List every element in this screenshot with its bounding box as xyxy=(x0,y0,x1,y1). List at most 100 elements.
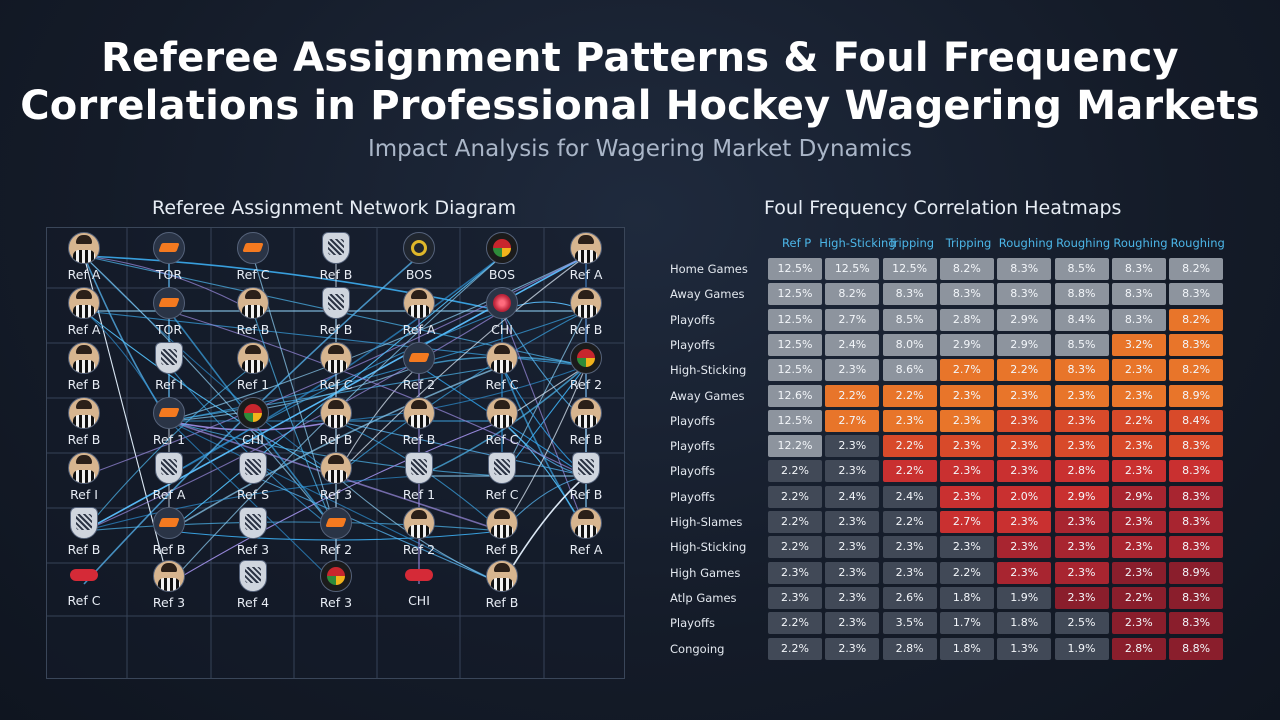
network-node[interactable]: TOR xyxy=(134,232,204,288)
heatmap-row-label: High-Slames xyxy=(670,515,743,529)
network-node[interactable]: CHI xyxy=(384,560,454,616)
network-node[interactable]: Ref C xyxy=(218,232,288,288)
heatmap-cell: 2.3% xyxy=(1111,536,1166,559)
network-node[interactable]: Ref B xyxy=(134,507,204,563)
heatmap-cell: 2.2% xyxy=(825,384,880,407)
referee-icon xyxy=(570,287,602,319)
network-node[interactable]: CHI xyxy=(467,287,537,343)
network-node[interactable]: BOS xyxy=(467,232,537,288)
heatmap-cell: 2.9% xyxy=(939,333,994,356)
heatmap-cell: 8.2% xyxy=(939,258,994,280)
network-node[interactable]: Ref B xyxy=(49,397,119,453)
network-node[interactable]: Ref A xyxy=(134,452,204,508)
network-node[interactable]: Ref B xyxy=(301,287,371,343)
network-node[interactable]: Ref I xyxy=(134,342,204,398)
heatmap-column-header: Tripping xyxy=(945,236,992,250)
heatmap-cell: 8.3% xyxy=(1054,359,1109,382)
heatmap-cell: 8.2% xyxy=(825,283,880,306)
network-node[interactable]: Ref 3 xyxy=(301,452,371,508)
network-node-label: Ref B xyxy=(319,432,353,447)
heatmap-cell: 2.9% xyxy=(997,308,1052,331)
network-node[interactable]: Ref 4 xyxy=(218,560,288,616)
network-node[interactable]: Ref A xyxy=(384,287,454,343)
network-node[interactable]: Ref B xyxy=(301,232,371,288)
network-edge xyxy=(335,255,587,477)
referee-icon xyxy=(486,342,518,374)
network-node-label: Ref B xyxy=(569,432,603,447)
network-node[interactable]: Ref 3 xyxy=(301,560,371,616)
heatmap-cell: 8.2% xyxy=(1169,308,1224,331)
heatmap-cell: 2.7% xyxy=(939,511,994,533)
network-edge xyxy=(335,365,587,422)
network-node-label: Ref B xyxy=(402,432,436,447)
blackhawks-logo-icon xyxy=(320,560,352,592)
network-node[interactable]: Ref 1 xyxy=(384,452,454,508)
network-node[interactable]: Ref B xyxy=(301,397,371,453)
heatmap-cell: 2.3% xyxy=(997,384,1052,407)
heatmap-row-label: Playoffs xyxy=(670,616,715,631)
referee-icon xyxy=(68,452,100,484)
network-node[interactable]: Ref C xyxy=(467,452,537,508)
heatmap-cell: 8.3% xyxy=(1169,333,1224,356)
network-node[interactable]: Ref C xyxy=(467,342,537,398)
heatmap-cell: 8.3% xyxy=(882,283,937,306)
network-node[interactable]: Ref A xyxy=(551,507,621,563)
network-node[interactable]: Ref 3 xyxy=(218,507,288,563)
heatmap-cell: 2.3% xyxy=(997,460,1052,483)
heatmap-cell: 8.3% xyxy=(1169,612,1224,635)
network-node-label: Ref C xyxy=(319,377,353,392)
heatmap-cell: 8.5% xyxy=(1054,258,1109,280)
network-node-label: Ref B xyxy=(67,377,101,392)
network-node[interactable]: Ref B xyxy=(467,560,537,616)
network-node[interactable]: Ref C xyxy=(301,342,371,398)
network-edge xyxy=(168,420,337,585)
network-node[interactable]: Ref S xyxy=(218,452,288,508)
flyers-logo-icon xyxy=(237,232,269,264)
referee-network-diagram: Ref A TOR Ref C Ref B BOS BOS Ref A Ref A TOR Ref… xyxy=(46,227,625,679)
network-node[interactable]: Ref B xyxy=(467,507,537,563)
network-node[interactable]: Ref 1 xyxy=(134,397,204,453)
network-node-label: Ref B xyxy=(319,322,353,337)
heatmap-row-label: Away Games xyxy=(670,388,745,403)
heatmap-cell: 2.3% xyxy=(1054,536,1109,559)
network-node[interactable]: Ref B xyxy=(551,287,621,343)
nhl-shield-icon xyxy=(322,232,350,264)
nhl-shield-icon xyxy=(405,452,433,484)
heatmap-cell: 2.3% xyxy=(825,536,880,559)
heatmap-cell: 12.5% xyxy=(768,258,822,280)
network-node[interactable]: Ref B xyxy=(49,507,119,563)
network-node[interactable]: Ref B xyxy=(384,397,454,453)
heatmap-cell: 8.3% xyxy=(1169,511,1224,533)
network-node[interactable]: TOR xyxy=(134,287,204,343)
heatmap-cell: 8.9% xyxy=(1169,384,1224,407)
network-node[interactable]: Ref 3 xyxy=(134,560,204,616)
heatmap-cell: 8.3% xyxy=(1169,435,1224,458)
network-node-label: Ref I xyxy=(155,377,183,392)
network-node-label: Ref 2 xyxy=(402,542,436,557)
network-node[interactable]: Ref C xyxy=(49,560,119,616)
heatmap-cell: 1.9% xyxy=(1054,637,1109,660)
network-node[interactable]: Ref A xyxy=(49,287,119,343)
heatmap-cell: 2.3% xyxy=(997,561,1052,584)
network-node[interactable]: Ref B xyxy=(49,342,119,398)
network-node[interactable]: Ref 2 xyxy=(551,342,621,398)
heatmap-cell: 8.2% xyxy=(1169,258,1224,280)
network-node[interactable]: Ref B xyxy=(551,452,621,508)
network-node[interactable]: Ref 2 xyxy=(384,342,454,398)
network-node[interactable]: BOS xyxy=(384,232,454,288)
network-node[interactable]: Ref 1 xyxy=(218,342,288,398)
network-node[interactable]: CHI xyxy=(218,397,288,453)
network-node[interactable]: Ref A xyxy=(551,232,621,288)
network-node[interactable]: Ref C xyxy=(467,397,537,453)
heatmap-column-header: High-Sticking xyxy=(819,236,896,250)
referee-icon xyxy=(68,232,100,264)
network-node[interactable]: Ref A xyxy=(49,232,119,288)
network-node[interactable]: Ref 2 xyxy=(384,507,454,563)
network-node[interactable]: Ref B xyxy=(218,287,288,343)
network-node[interactable]: Ref I xyxy=(49,452,119,508)
heatmap-row-label: Playoffs xyxy=(670,413,715,428)
network-node[interactable]: Ref B xyxy=(551,397,621,453)
network-node[interactable]: Ref 2 xyxy=(301,507,371,563)
heatmap-cell: 2.3% xyxy=(997,435,1052,458)
network-node-label: Ref A xyxy=(569,542,603,557)
